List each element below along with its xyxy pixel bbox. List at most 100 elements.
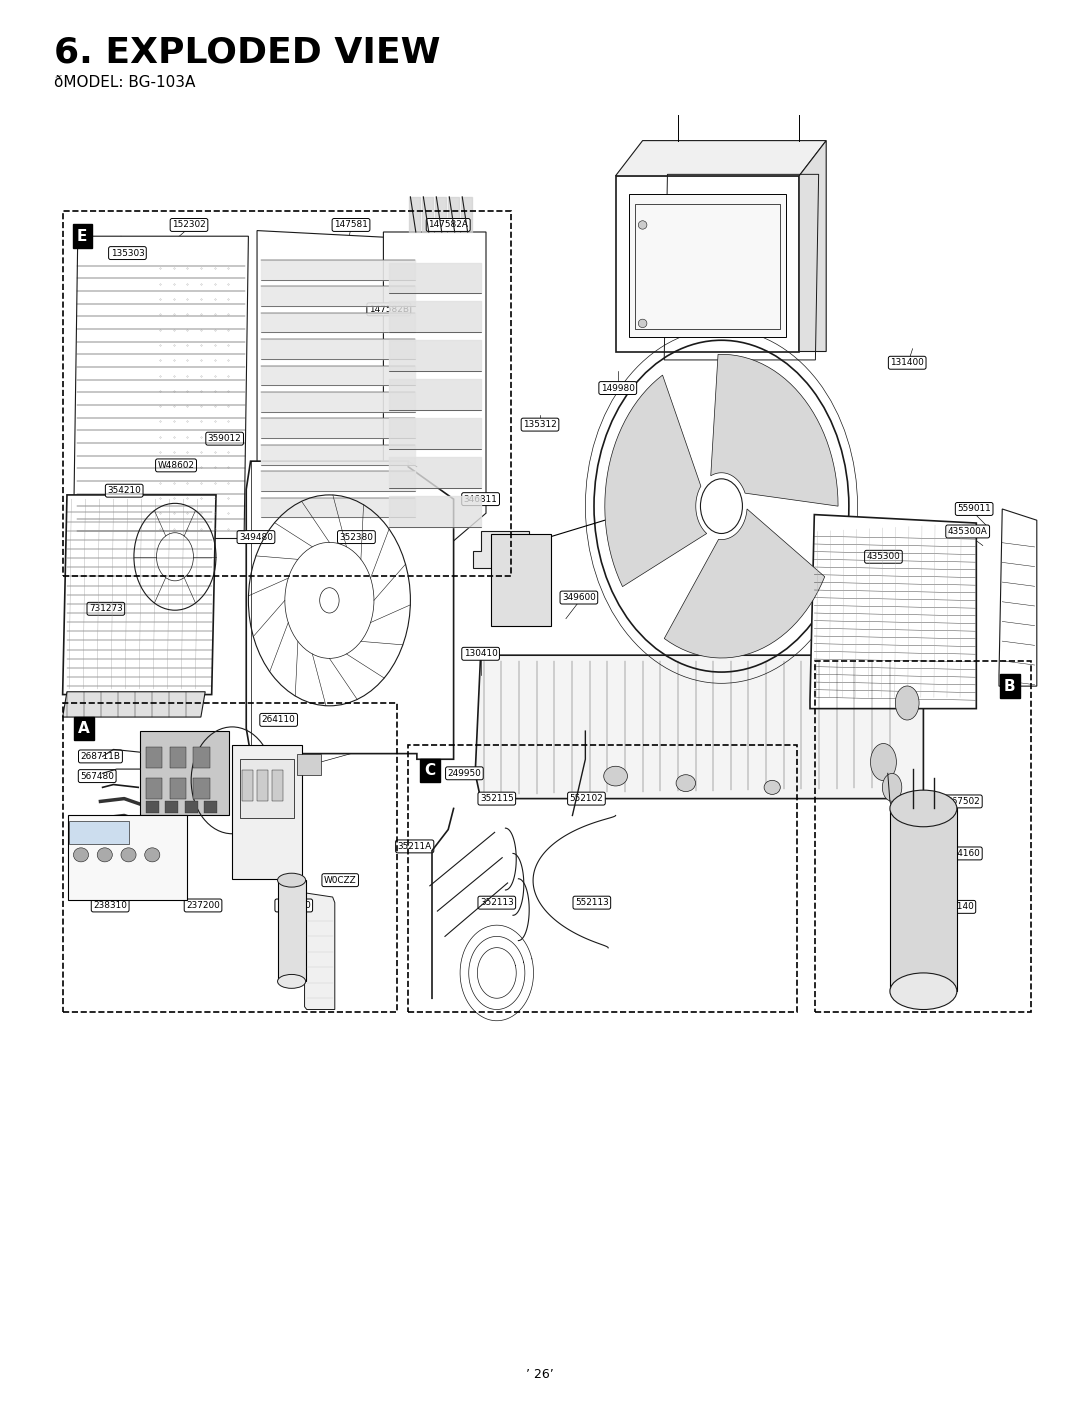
Bar — [146, 778, 162, 799]
Text: 550140: 550140 — [940, 903, 974, 911]
Text: 6. EXPLODED VIEW: 6. EXPLODED VIEW — [54, 35, 441, 69]
Ellipse shape — [604, 766, 627, 786]
Text: 147582A: 147582A — [428, 221, 469, 229]
Bar — [146, 747, 162, 768]
Text: 152302: 152302 — [172, 221, 206, 229]
Text: 131400: 131400 — [890, 359, 924, 367]
Polygon shape — [711, 354, 838, 506]
Bar — [890, 808, 957, 991]
Bar — [408, 745, 797, 1012]
Text: 349480: 349480 — [239, 533, 273, 541]
Ellipse shape — [890, 790, 957, 827]
Text: 268711A: 268711A — [77, 823, 118, 831]
Text: 554031: 554031 — [782, 578, 816, 586]
Text: W0CZZ: W0CZZ — [324, 876, 356, 884]
Text: 132100: 132100 — [663, 198, 698, 207]
Bar — [491, 534, 551, 626]
Bar — [272, 770, 283, 801]
Text: 135303: 135303 — [110, 249, 145, 257]
Bar — [635, 204, 780, 329]
Bar — [185, 801, 198, 813]
Ellipse shape — [145, 848, 160, 862]
Bar — [257, 770, 268, 801]
Polygon shape — [616, 176, 799, 352]
Text: 567502: 567502 — [946, 797, 981, 806]
Bar — [68, 815, 187, 900]
Text: 354210: 354210 — [107, 486, 141, 495]
Text: 267110: 267110 — [276, 901, 311, 910]
Text: 147582B: 147582B — [368, 305, 409, 314]
Bar — [629, 194, 786, 337]
Bar — [278, 880, 306, 981]
Text: 435300: 435300 — [866, 553, 901, 561]
Text: 130410: 130410 — [463, 650, 498, 658]
Text: 349600: 349600 — [562, 593, 596, 602]
Ellipse shape — [278, 974, 306, 988]
Bar — [165, 801, 178, 813]
Bar — [63, 703, 397, 1012]
Polygon shape — [257, 231, 419, 529]
Polygon shape — [680, 197, 778, 318]
Text: ’ 26’: ’ 26’ — [526, 1368, 554, 1381]
Text: ðMODEL: BG-103A: ðMODEL: BG-103A — [54, 75, 195, 90]
Bar — [204, 801, 217, 813]
Text: 268711B: 268711B — [80, 752, 121, 761]
Ellipse shape — [764, 780, 780, 794]
Bar — [193, 747, 210, 768]
Bar — [242, 770, 253, 801]
Text: 238310: 238310 — [93, 901, 127, 910]
Polygon shape — [63, 495, 216, 695]
Polygon shape — [810, 515, 976, 709]
Ellipse shape — [121, 848, 136, 862]
Text: 346811: 346811 — [463, 495, 498, 503]
Bar — [170, 778, 186, 799]
Bar — [193, 778, 210, 799]
Bar — [297, 754, 321, 775]
Bar — [815, 661, 1031, 1012]
Text: 359012: 359012 — [207, 434, 242, 443]
Text: 435300A: 435300A — [948, 527, 987, 536]
Text: 552102: 552102 — [569, 794, 604, 803]
Text: 264110: 264110 — [261, 716, 296, 724]
Ellipse shape — [97, 848, 112, 862]
Polygon shape — [383, 232, 486, 543]
Text: 552113: 552113 — [575, 898, 609, 907]
Text: 352380: 352380 — [339, 533, 374, 541]
Polygon shape — [616, 141, 826, 176]
Ellipse shape — [676, 775, 696, 792]
Ellipse shape — [870, 744, 896, 780]
Bar — [63, 211, 511, 576]
Polygon shape — [246, 461, 454, 759]
Text: 352115: 352115 — [480, 794, 514, 803]
Text: 352113: 352113 — [480, 898, 514, 907]
Ellipse shape — [278, 873, 306, 887]
Polygon shape — [73, 236, 248, 538]
Text: 249950: 249950 — [447, 769, 482, 778]
Text: 135312: 135312 — [523, 420, 557, 429]
Bar — [170, 747, 186, 768]
Polygon shape — [305, 893, 335, 1010]
Polygon shape — [475, 655, 923, 799]
Text: 559011: 559011 — [957, 505, 991, 513]
Text: 35211A: 35211A — [397, 842, 432, 851]
Polygon shape — [664, 509, 825, 658]
Text: W48602: W48602 — [158, 461, 194, 470]
Text: 237200: 237200 — [186, 901, 220, 910]
Polygon shape — [605, 375, 706, 586]
Bar — [146, 801, 159, 813]
Circle shape — [701, 479, 742, 533]
Text: C: C — [424, 763, 435, 778]
Ellipse shape — [882, 773, 902, 801]
Text: E: E — [77, 229, 87, 243]
Circle shape — [320, 588, 339, 613]
Text: 554160: 554160 — [946, 849, 981, 858]
Bar — [240, 759, 294, 818]
Ellipse shape — [895, 686, 919, 720]
Text: 149980: 149980 — [600, 384, 635, 392]
Bar — [69, 821, 129, 844]
Ellipse shape — [890, 973, 957, 1010]
Ellipse shape — [73, 848, 89, 862]
Text: B: B — [1004, 679, 1015, 693]
Polygon shape — [999, 509, 1037, 686]
Text: 567480: 567480 — [80, 772, 114, 780]
